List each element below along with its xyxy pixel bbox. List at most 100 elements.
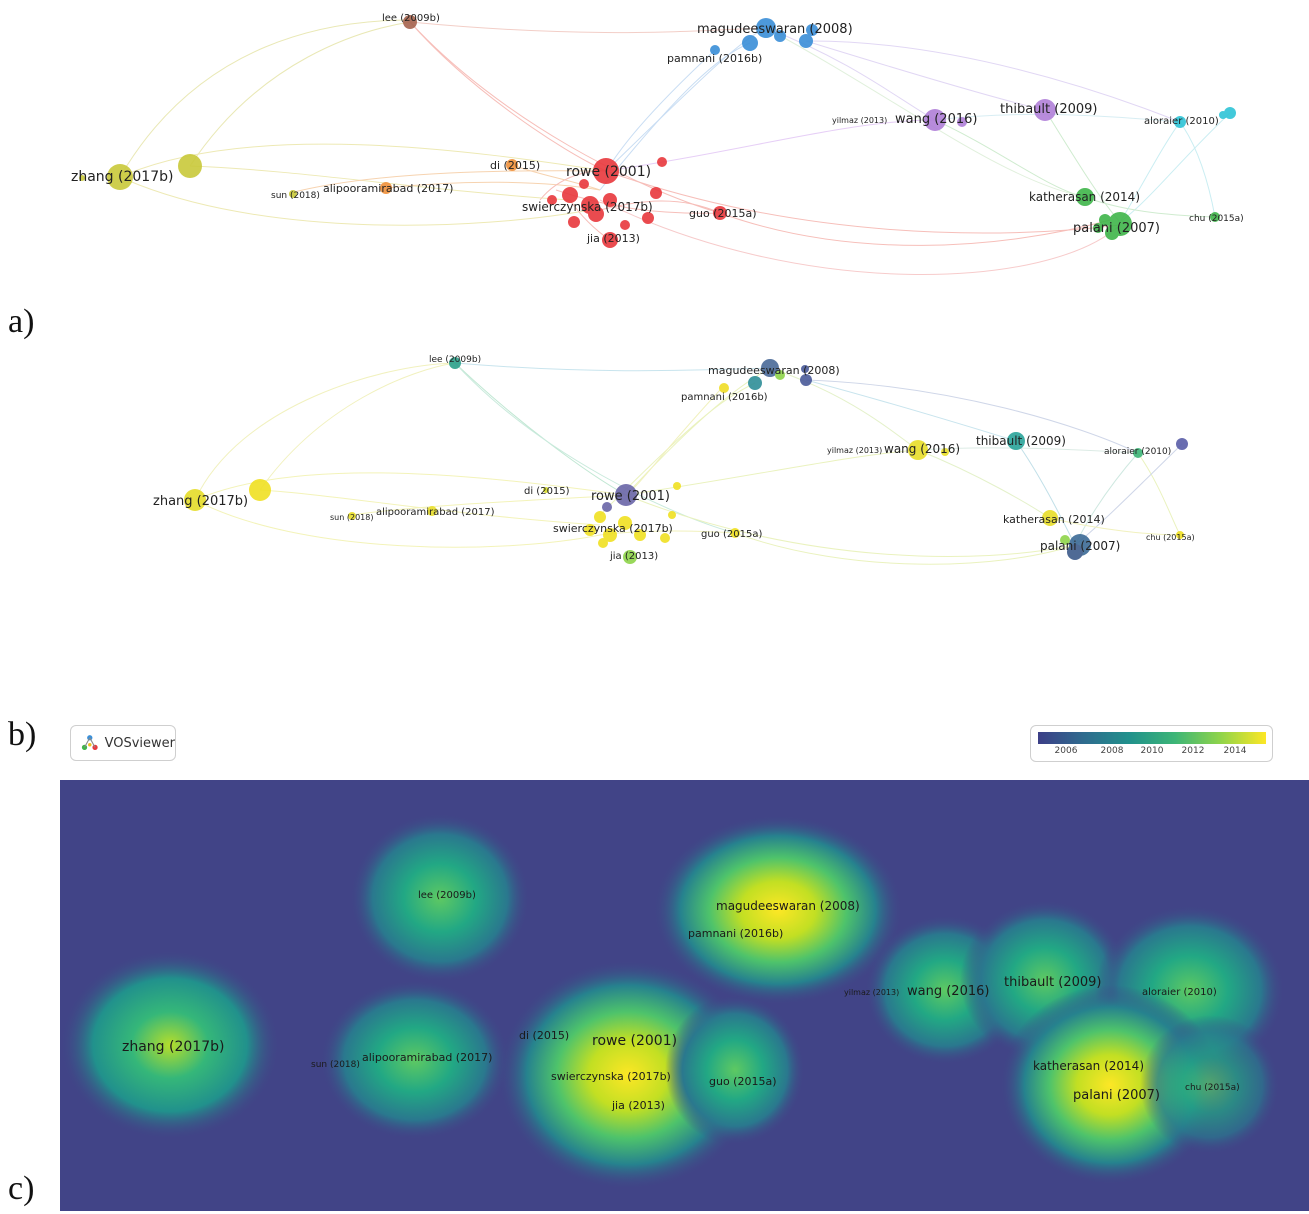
node-alipooramirabad <box>380 182 392 194</box>
density-label-yilmaz: yilmaz (2013) <box>844 988 899 997</box>
overlay-label-zhang: zhang (2017b) <box>153 494 248 509</box>
node-guo <box>713 206 727 220</box>
density-label-zhang: zhang (2017b) <box>122 1039 224 1055</box>
label-pamnani: pamnani (2016b) <box>667 52 762 65</box>
label-chu: chu (2015a) <box>1189 214 1244 224</box>
density-blob-lee <box>350 813 530 983</box>
label-zhang: zhang (2017b) <box>71 169 173 185</box>
label-aloraier: aloraier (2010) <box>1144 116 1219 127</box>
density-label-sun: sun (2018) <box>311 1060 360 1070</box>
overlay-label-rowe: rowe (2001) <box>591 489 670 504</box>
density-blob-alipooramirabad <box>320 980 510 1140</box>
panel-letter-a: a) <box>8 303 35 340</box>
density-label-jia: jia (2013) <box>611 1099 665 1112</box>
density-label-magudeeswaran: magudeeswaran (2008) <box>716 899 860 913</box>
overlay-node-chu <box>1176 531 1184 539</box>
node-chu <box>1210 212 1220 222</box>
vosviewer-badge[interactable]: VOSviewer <box>70 725 176 761</box>
node-di <box>506 159 518 171</box>
density-label-chu: chu (2015a) <box>1185 1083 1240 1093</box>
density-blob-zhang <box>60 950 280 1140</box>
overlay-label-pamnani: pamnani (2016b) <box>681 392 768 403</box>
node-swierczynska <box>588 206 604 222</box>
legend-tick: 2010 <box>1140 746 1164 756</box>
node-magudeeswaran <box>756 18 776 38</box>
density-blobs <box>60 813 1285 1190</box>
overlay-label-alipooramirabad: alipooramirabad (2017) <box>376 507 495 518</box>
density-label-alipooramirabad: alipooramirabad (2017) <box>362 1051 492 1064</box>
density-blob-magudeeswaran <box>653 815 903 1005</box>
overlay-node-rowe <box>615 484 637 506</box>
overlay-node-magudeeswaran <box>761 359 779 377</box>
overlay-node-zhang <box>184 489 206 511</box>
legend-tick: 2012 <box>1181 746 1205 756</box>
overlay-node-wang <box>908 440 928 460</box>
overlay-label-magudeeswaran: magudeeswaran (2008) <box>708 364 840 377</box>
density-label-di: di (2015) <box>519 1029 569 1042</box>
density-label-group: lee (2009b) magudeeswaran (2008) pamnani… <box>122 890 1240 1112</box>
panel-letter-c: c) <box>8 1170 35 1207</box>
overlay-label-guo: guo (2015a) <box>701 529 762 540</box>
overlay-node-thibault <box>1007 432 1025 450</box>
overlay-label-yilmaz: yilmaz (2013) <box>827 446 882 455</box>
legend-tick: 2006 <box>1054 746 1078 756</box>
density-label-palani: palani (2007) <box>1073 1088 1160 1103</box>
label-yilmaz: yilmaz (2013) <box>832 116 887 125</box>
density-label-lee: lee (2009b) <box>418 890 476 901</box>
node-lee <box>403 15 417 29</box>
label-jia: jia (2013) <box>586 232 640 245</box>
overlay-label-chu: chu (2015a) <box>1146 533 1195 542</box>
overlay-label-lee: lee (2009b) <box>429 355 481 365</box>
density-label-rowe: rowe (2001) <box>592 1033 677 1049</box>
label-alipooramirabad: alipooramirabad (2017) <box>323 182 453 195</box>
overlay-label-sun: sun (2018) <box>330 513 373 522</box>
label-guo: guo (2015a) <box>689 207 757 220</box>
density-label-pamnani: pamnani (2016b) <box>688 927 783 940</box>
network-nodes <box>79 15 1236 248</box>
overlay-node-guo <box>730 528 740 538</box>
panel-letter-b: b) <box>8 716 37 753</box>
node-sun <box>289 190 297 198</box>
overlay-label-group: lee (2009b) magudeeswaran (2008) pamnani… <box>153 355 1195 562</box>
node-pamnani <box>710 45 720 55</box>
overlay-node-katherasan <box>1042 510 1058 526</box>
year-color-legend: 2006 2008 2010 2012 2014 <box>1030 725 1273 762</box>
label-rowe: rowe (2001) <box>566 164 651 180</box>
node-katherasan <box>1076 188 1094 206</box>
year-tick-labels: 2006 2008 2010 2012 2014 <box>1038 746 1266 758</box>
label-di: di (2015) <box>490 159 540 172</box>
overlay-node-jia <box>623 550 637 564</box>
network-cluster-view[interactable]: lee (2009b) magudeeswaran (2008) pamnani… <box>0 0 1309 290</box>
overlay-node-aloraier <box>1133 448 1143 458</box>
vosviewer-label: VOSviewer <box>104 735 175 751</box>
overlay-label-katherasan: katherasan (2014) <box>1003 513 1105 526</box>
overlay-node-sun <box>348 512 356 520</box>
node-jia <box>602 232 618 248</box>
label-sun: sun (2018) <box>271 191 320 201</box>
node-rowe <box>593 158 619 184</box>
label-thibault: thibault (2009) <box>1000 102 1097 117</box>
network-overlay-view[interactable]: lee (2009b) magudeeswaran (2008) pamnani… <box>0 345 1309 605</box>
overlay-node-alipooramirabad <box>427 506 437 516</box>
label-katherasan: katherasan (2014) <box>1029 190 1140 204</box>
overlay-label-aloraier: aloraier (2010) <box>1104 447 1171 457</box>
density-label-aloraier: aloraier (2010) <box>1142 987 1217 998</box>
density-label-wang: wang (2016) <box>907 984 989 999</box>
overlay-label-wang: wang (2016) <box>884 442 960 456</box>
overlay-label-thibault: thibault (2009) <box>976 434 1066 448</box>
label-palani: palani (2007) <box>1073 221 1160 236</box>
node-wang <box>924 109 946 131</box>
overlay-node-swierczynska <box>603 528 617 542</box>
density-view[interactable]: lee (2009b) magudeeswaran (2008) pamnani… <box>60 780 1309 1211</box>
density-label-guo: guo (2015a) <box>709 1075 777 1088</box>
overlay-nodes <box>184 357 1188 564</box>
label-lee: lee (2009b) <box>382 13 440 24</box>
legend-tick: 2014 <box>1223 746 1247 756</box>
overlay-label-swierczynska: swierczynska (2017b) <box>553 522 673 535</box>
node-zhang <box>107 164 133 190</box>
density-label-swierczynska: swierczynska (2017b) <box>551 1070 671 1083</box>
overlay-node-pamnani <box>719 383 729 393</box>
vosviewer-logo-icon <box>81 735 98 751</box>
overlay-label-palani: palani (2007) <box>1040 539 1120 553</box>
legend-tick: 2008 <box>1100 746 1124 756</box>
